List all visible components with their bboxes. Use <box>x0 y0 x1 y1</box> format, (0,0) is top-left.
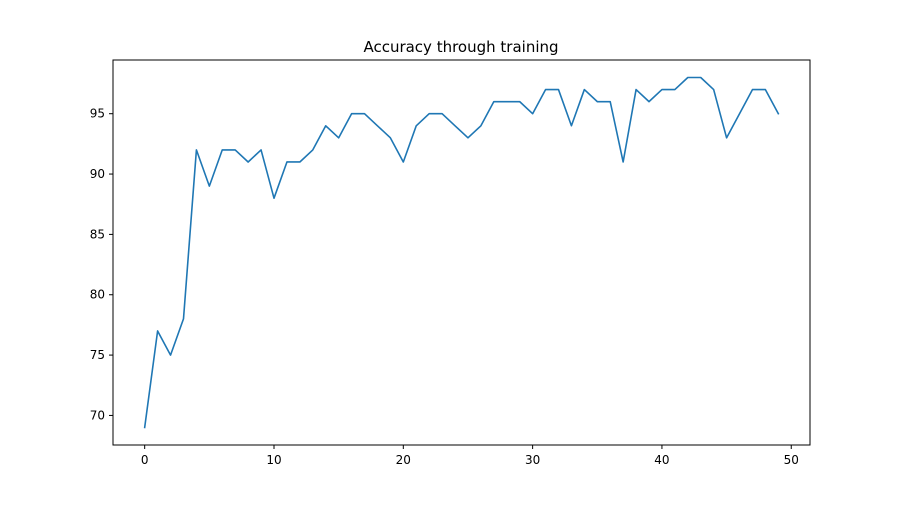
x-tick-label: 40 <box>654 453 669 467</box>
accuracy-series-line <box>143 76 780 429</box>
y-tick-label: 75 <box>90 348 105 362</box>
y-tick-label: 95 <box>90 107 105 121</box>
y-tick-label: 90 <box>90 167 105 181</box>
x-tick-label: 0 <box>141 453 149 467</box>
x-tick-label: 30 <box>525 453 540 467</box>
x-tick-label: 10 <box>266 453 281 467</box>
x-tick-label: 50 <box>784 453 799 467</box>
y-tick-label: 80 <box>90 288 105 302</box>
y-tick-label: 85 <box>90 227 105 241</box>
y-tick-label: 70 <box>90 408 105 422</box>
plot-frame <box>112 59 811 446</box>
chart-title: Accuracy through training <box>363 38 558 56</box>
x-tick-label: 20 <box>396 453 411 467</box>
